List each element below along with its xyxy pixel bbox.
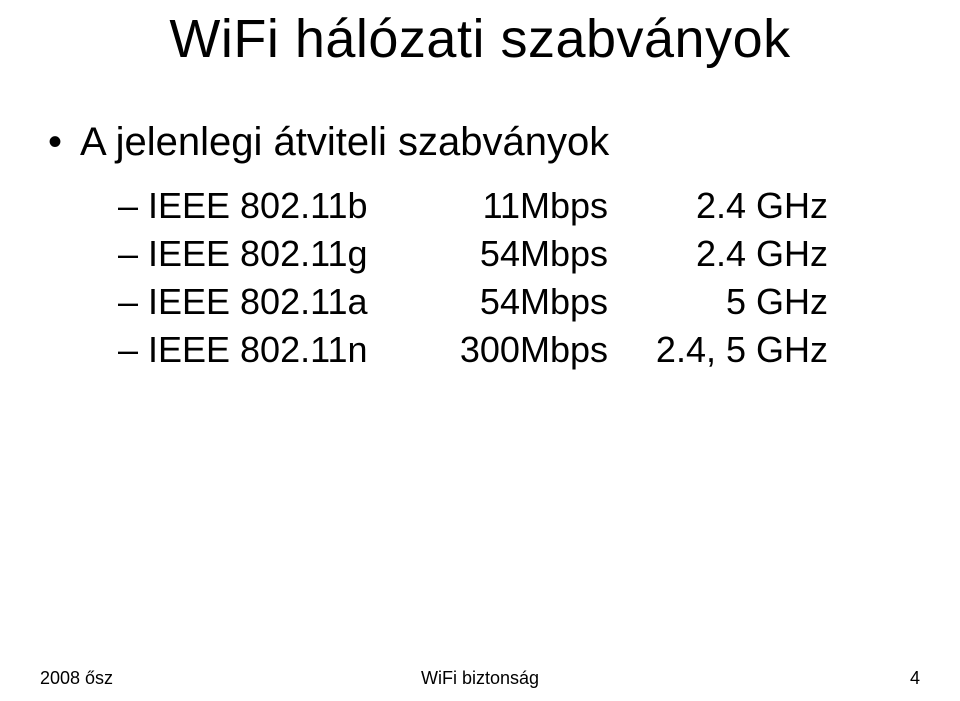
standard-name: IEEE 802.11n bbox=[148, 329, 418, 371]
dash-marker: – bbox=[118, 281, 148, 323]
dash-marker: – bbox=[118, 185, 148, 227]
slide-body: • A jelenlegi átviteli szabványok – IEEE… bbox=[48, 120, 920, 377]
footer-date: 2008 ősz bbox=[40, 668, 113, 689]
standard-freq: 2.4 GHz bbox=[628, 233, 828, 275]
standard-name: IEEE 802.11g bbox=[148, 233, 418, 275]
standard-speed: 54Mbps bbox=[418, 281, 628, 323]
standard-name: IEEE 802.11b bbox=[148, 185, 418, 227]
standard-freq: 2.4 GHz bbox=[628, 185, 828, 227]
bullet-text: A jelenlegi átviteli szabványok bbox=[80, 120, 609, 165]
slide-title: WiFi hálózati szabványok bbox=[0, 8, 960, 70]
standard-name: IEEE 802.11a bbox=[148, 281, 418, 323]
standard-freq: 2.4, 5 GHz bbox=[628, 329, 828, 371]
bullet-item: • A jelenlegi átviteli szabványok bbox=[48, 120, 920, 165]
dash-marker: – bbox=[118, 329, 148, 371]
list-item: – IEEE 802.11g 54Mbps 2.4 GHz bbox=[118, 233, 920, 275]
footer-title: WiFi biztonság bbox=[40, 668, 920, 689]
list-item: – IEEE 802.11a 54Mbps 5 GHz bbox=[118, 281, 920, 323]
dash-marker: – bbox=[118, 233, 148, 275]
list-item: – IEEE 802.11b 11Mbps 2.4 GHz bbox=[118, 185, 920, 227]
footer-page: 4 bbox=[910, 668, 920, 689]
slide-footer: 2008 ősz WiFi biztonság 4 bbox=[40, 668, 920, 689]
standard-freq: 5 GHz bbox=[628, 281, 828, 323]
bullet-marker: • bbox=[48, 122, 62, 162]
list-item: – IEEE 802.11n 300Mbps 2.4, 5 GHz bbox=[118, 329, 920, 371]
standard-speed: 11Mbps bbox=[418, 185, 628, 227]
standard-speed: 54Mbps bbox=[418, 233, 628, 275]
standard-speed: 300Mbps bbox=[418, 329, 628, 371]
standards-list: – IEEE 802.11b 11Mbps 2.4 GHz – IEEE 802… bbox=[118, 185, 920, 371]
slide: WiFi hálózati szabványok • A jelenlegi á… bbox=[0, 0, 960, 701]
